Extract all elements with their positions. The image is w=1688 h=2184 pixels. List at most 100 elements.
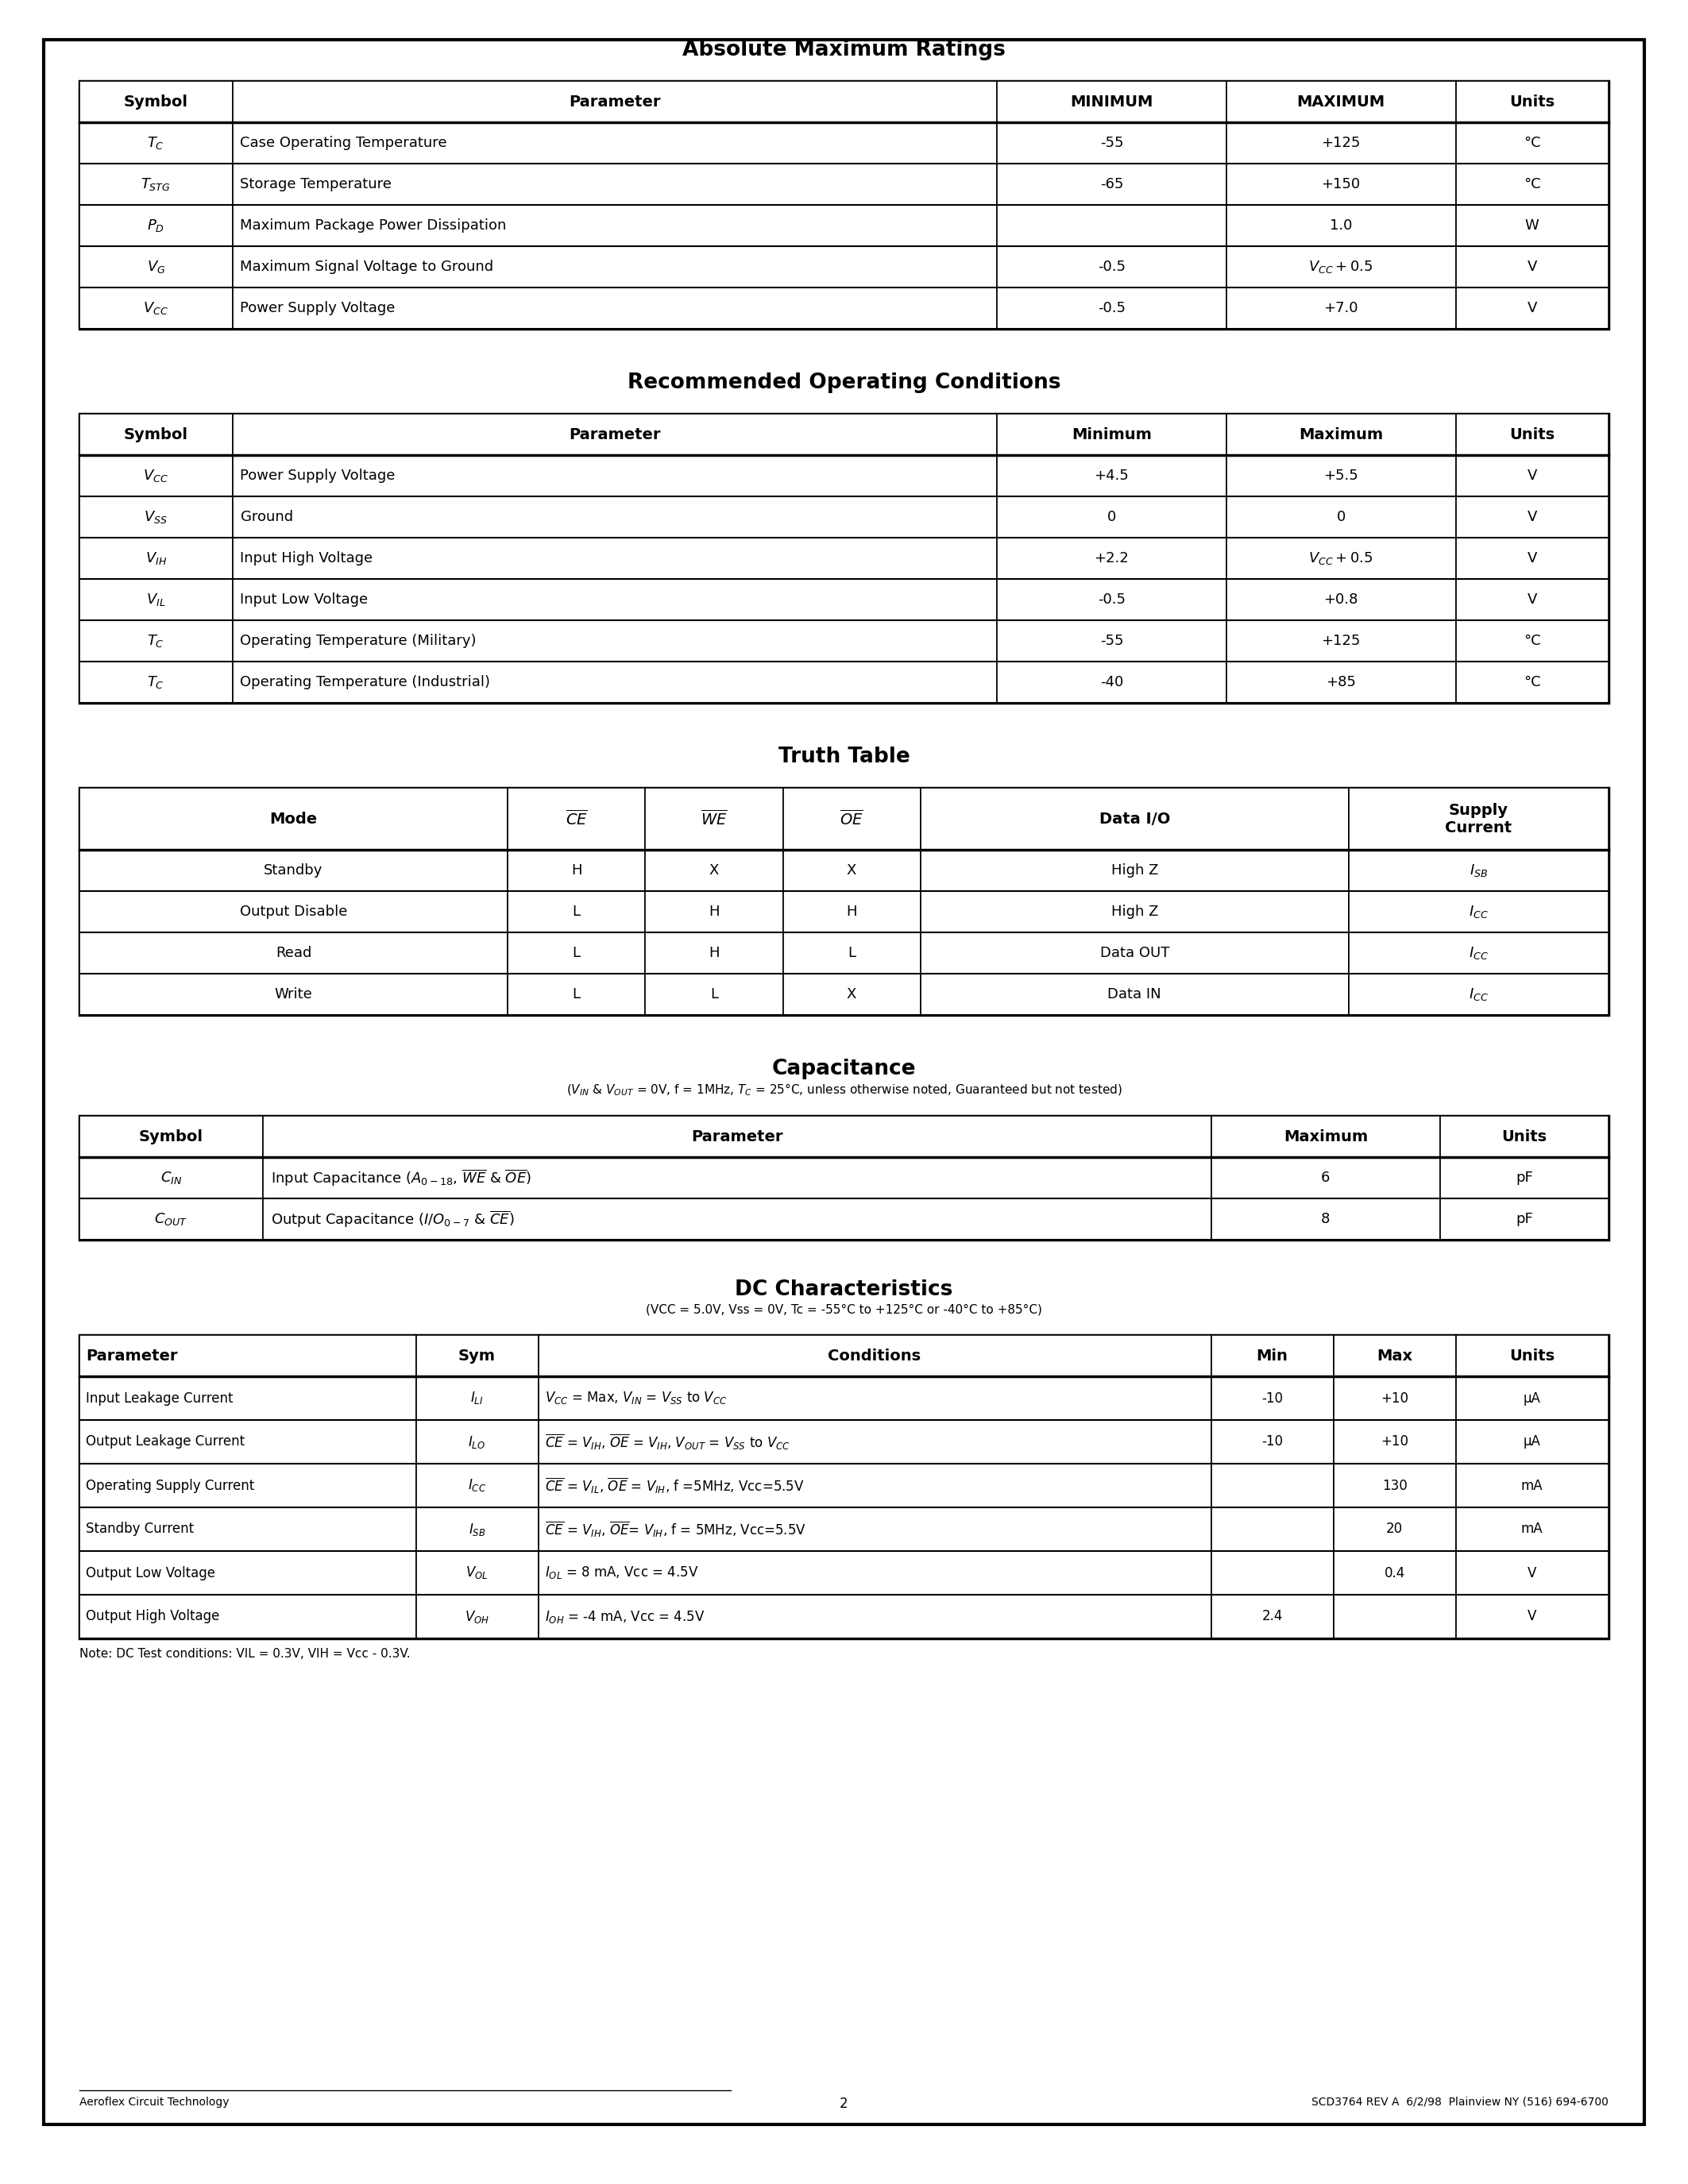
Text: Write: Write [275, 987, 312, 1002]
Text: Standby Current: Standby Current [86, 1522, 194, 1535]
Text: Output Leakage Current: Output Leakage Current [86, 1435, 245, 1448]
Bar [1455, 454, 1609, 496]
Text: -40: -40 [1101, 675, 1123, 690]
Text: MAXIMUM: MAXIMUM [1296, 94, 1386, 109]
Bar [1334, 1594, 1455, 1638]
Text: Supply
Current: Supply Current [1445, 802, 1512, 834]
Text: Parameter: Parameter [86, 1348, 177, 1363]
Text: $V_{CC}+0.5$: $V_{CC}+0.5$ [1308, 260, 1374, 275]
Text: 20: 20 [1386, 1522, 1403, 1535]
Text: H: H [709, 904, 719, 919]
Text: Max: Max [1377, 1348, 1413, 1363]
Text: Standby: Standby [263, 863, 322, 878]
Text: +125: +125 [1322, 135, 1361, 151]
Bar [1210, 1116, 1440, 1158]
Bar [233, 620, 998, 662]
Bar [1225, 164, 1455, 205]
Bar [1455, 579, 1609, 620]
Bar [79, 620, 233, 662]
Text: X: X [709, 863, 719, 878]
Bar [79, 579, 233, 620]
Text: V: V [1528, 1566, 1536, 1579]
Text: $I_{CC}$: $I_{CC}$ [1469, 987, 1489, 1002]
Text: μA: μA [1524, 1391, 1541, 1404]
Text: $I_{OH}$ = -4 mA, Vcc = 4.5V: $I_{OH}$ = -4 mA, Vcc = 4.5V [545, 1610, 704, 1625]
Bar [79, 1463, 415, 1507]
Text: High Z: High Z [1111, 904, 1158, 919]
Bar [79, 122, 233, 164]
Text: Output Capacitance ($I/O_{0-7}$ & $\overline{CE}$): Output Capacitance ($I/O_{0-7}$ & $\over… [270, 1210, 515, 1230]
Text: $V_{IH}$: $V_{IH}$ [145, 550, 167, 566]
Text: -10: -10 [1261, 1435, 1283, 1448]
Text: $\overline{CE}$ = $V_{IL}$, $\overline{OE}$ = $V_{IH}$, f =5MHz, Vcc=5.5V: $\overline{CE}$ = $V_{IL}$, $\overline{O… [545, 1476, 803, 1496]
Bar [1210, 1334, 1334, 1376]
Text: $V_G$: $V_G$ [147, 260, 165, 275]
Bar [1455, 1594, 1609, 1638]
Text: 2: 2 [841, 2097, 849, 2112]
Bar [79, 933, 508, 974]
Text: pF: pF [1516, 1171, 1533, 1186]
Text: H: H [571, 863, 582, 878]
Bar [79, 1158, 263, 1199]
Text: 8: 8 [1322, 1212, 1330, 1225]
Text: X: X [847, 987, 856, 1002]
Bar [508, 850, 645, 891]
Bar [1210, 1420, 1334, 1463]
Text: 1.0: 1.0 [1330, 218, 1352, 234]
Text: Capacitance: Capacitance [771, 1059, 917, 1079]
Text: $T_C$: $T_C$ [147, 135, 164, 151]
Text: 0: 0 [1107, 509, 1116, 524]
Bar [1455, 247, 1609, 288]
Text: mA: mA [1521, 1479, 1543, 1492]
Bar [1334, 1507, 1455, 1551]
Text: $\overline{CE}$ = $V_{IH}$, $\overline{OE}$= $V_{IH}$, f = 5MHz, Vcc=5.5V: $\overline{CE}$ = $V_{IH}$, $\overline{O… [545, 1520, 805, 1540]
Text: +5.5: +5.5 [1323, 470, 1359, 483]
Text: 2.4: 2.4 [1261, 1610, 1283, 1623]
Bar [233, 205, 998, 247]
Bar [1210, 1594, 1334, 1638]
Text: Input Capacitance ($A_{0-18}$, $\overline{WE}$ & $\overline{OE}$): Input Capacitance ($A_{0-18}$, $\overlin… [270, 1168, 532, 1188]
Text: $P_D$: $P_D$ [147, 218, 165, 234]
Text: +4.5: +4.5 [1094, 470, 1129, 483]
Text: +125: +125 [1322, 633, 1361, 649]
Bar [79, 1334, 1609, 1638]
Text: Units: Units [1509, 94, 1555, 109]
Text: Note: DC Test conditions: VIL = 0.3V, VIH = Vcc - 0.3V.: Note: DC Test conditions: VIL = 0.3V, VI… [79, 1649, 410, 1660]
Text: -55: -55 [1101, 135, 1123, 151]
Bar [1225, 620, 1455, 662]
Text: DC Characteristics: DC Characteristics [734, 1280, 954, 1299]
Bar [79, 1116, 1609, 1241]
Bar [79, 205, 233, 247]
Text: Recommended Operating Conditions: Recommended Operating Conditions [628, 373, 1060, 393]
Bar [998, 247, 1225, 288]
Text: V: V [1528, 509, 1538, 524]
Bar [233, 164, 998, 205]
Bar [645, 850, 783, 891]
Text: $V_{CC}+0.5$: $V_{CC}+0.5$ [1308, 550, 1374, 566]
Text: Maximum Package Power Dissipation: Maximum Package Power Dissipation [240, 218, 506, 234]
Bar [920, 850, 1349, 891]
Text: Maximum: Maximum [1283, 1129, 1367, 1144]
Text: Symbol: Symbol [138, 1129, 203, 1144]
Text: $V_{IL}$: $V_{IL}$ [147, 592, 165, 607]
Text: $I_{LI}$: $I_{LI}$ [471, 1391, 483, 1406]
Bar [1210, 1463, 1334, 1507]
Bar [1455, 1376, 1609, 1420]
Bar [79, 1334, 415, 1376]
Bar [1225, 205, 1455, 247]
Bar [79, 247, 233, 288]
Text: +0.8: +0.8 [1323, 592, 1359, 607]
Bar [1455, 537, 1609, 579]
Bar [538, 1594, 1210, 1638]
Text: Operating Temperature (Military): Operating Temperature (Military) [240, 633, 476, 649]
Bar [233, 288, 998, 330]
Bar [645, 933, 783, 974]
Text: mA: mA [1521, 1522, 1543, 1535]
Bar [1334, 1334, 1455, 1376]
Text: Operating Supply Current: Operating Supply Current [86, 1479, 255, 1492]
Bar [1334, 1420, 1455, 1463]
Bar [1455, 620, 1609, 662]
Bar [1225, 579, 1455, 620]
Bar [998, 496, 1225, 537]
Bar [508, 891, 645, 933]
